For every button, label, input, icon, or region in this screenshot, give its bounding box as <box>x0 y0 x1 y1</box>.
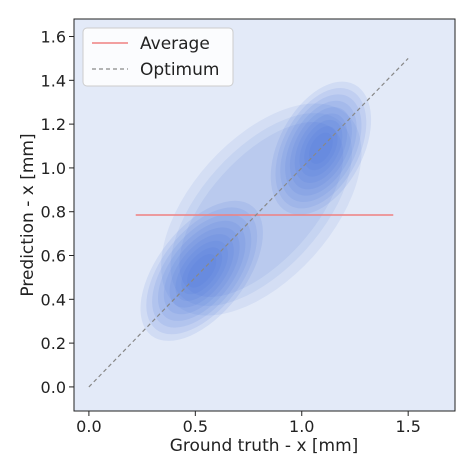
y-tick-label: 1.6 <box>41 28 66 47</box>
y-axis-label: Prediction - x [mm] <box>18 133 38 296</box>
y-tick-label: 0.6 <box>41 247 66 266</box>
y-tick-label: 1.0 <box>41 159 66 178</box>
legend-label-optimum: Optimum <box>140 60 219 80</box>
legend: Average Optimum <box>82 27 234 87</box>
y-axis-ticks: 0.0 0.2 0.4 0.6 0.8 1.0 1.2 1.4 1.6 <box>41 28 74 397</box>
x-axis-ticks: 0.0 0.5 1.0 1.5 <box>76 411 421 436</box>
y-tick-label: 1.2 <box>41 115 66 134</box>
legend-label-average: Average <box>140 34 210 54</box>
reference-lines <box>88 58 409 388</box>
series-line-optimum <box>88 58 409 388</box>
y-tick-label: 1.4 <box>41 71 66 90</box>
x-tick-label: 1.5 <box>395 417 420 436</box>
y-tick-label: 0.0 <box>41 378 66 397</box>
y-tick-label: 0.4 <box>41 290 66 309</box>
x-tick-label: 0.0 <box>76 417 101 436</box>
y-tick-label: 0.2 <box>41 334 66 353</box>
x-axis-label: Ground truth - x [mm] <box>170 436 359 456</box>
x-tick-label: 0.5 <box>183 417 208 436</box>
plot-frame <box>73 18 456 412</box>
x-tick-label: 1.0 <box>289 417 314 436</box>
y-tick-label: 0.8 <box>41 203 66 222</box>
